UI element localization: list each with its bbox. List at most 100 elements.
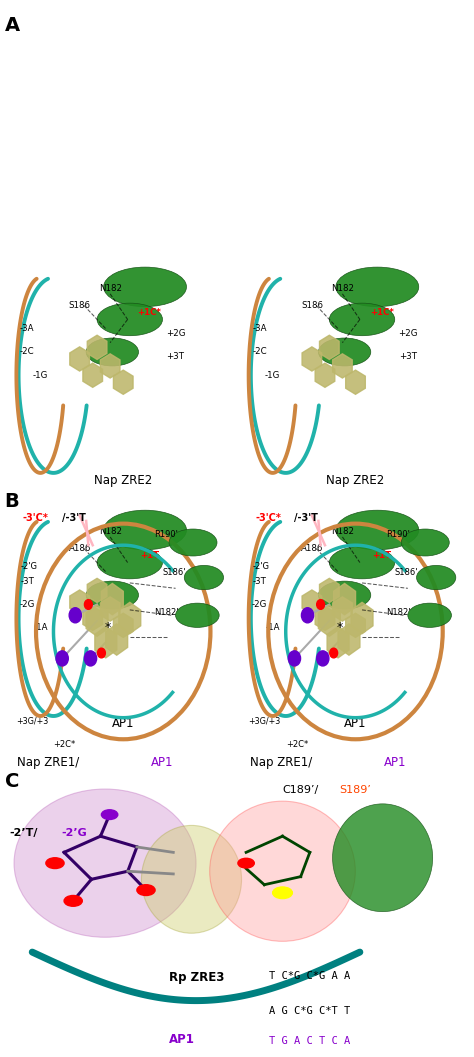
Text: Nap ZRE2: Nap ZRE2 (94, 474, 152, 487)
Text: -2C: -2C (252, 348, 267, 356)
Text: -3'C*: -3'C* (255, 513, 281, 523)
Text: N182: N182 (331, 526, 354, 536)
Ellipse shape (408, 604, 451, 628)
Text: -2’G: -2’G (62, 829, 88, 838)
Text: A186: A186 (68, 544, 91, 553)
Circle shape (288, 651, 301, 666)
Circle shape (301, 608, 314, 623)
Text: S189’: S189’ (339, 785, 371, 795)
Ellipse shape (104, 511, 186, 550)
Text: -2'G: -2'G (253, 562, 270, 572)
Circle shape (84, 651, 97, 666)
Circle shape (101, 810, 118, 819)
Ellipse shape (175, 604, 219, 628)
Circle shape (98, 648, 105, 657)
Text: +3T: +3T (166, 352, 184, 361)
Text: Rp ZRE3: Rp ZRE3 (169, 971, 224, 984)
Text: AP1: AP1 (383, 756, 406, 768)
Text: Nap ZRE1/: Nap ZRE1/ (250, 756, 312, 768)
Ellipse shape (169, 528, 217, 556)
Ellipse shape (210, 801, 356, 942)
Text: -3A: -3A (252, 324, 267, 333)
Text: Nap ZRE1/: Nap ZRE1/ (18, 756, 80, 768)
Text: A G C*G C*T T: A G C*G C*T T (269, 1006, 350, 1016)
Text: N182': N182' (154, 608, 178, 617)
Text: +1T: +1T (372, 551, 391, 560)
Text: -1G: -1G (33, 371, 48, 379)
Ellipse shape (336, 267, 419, 307)
Circle shape (137, 885, 155, 895)
Circle shape (84, 599, 92, 609)
Ellipse shape (417, 565, 456, 590)
Text: S186': S186' (163, 568, 186, 577)
Circle shape (317, 651, 329, 666)
Text: S186: S186 (69, 301, 91, 310)
Text: +3G/+3: +3G/+3 (249, 716, 281, 725)
Ellipse shape (401, 528, 449, 556)
Text: B: B (5, 492, 19, 511)
Text: +3G/+3: +3G/+3 (17, 716, 49, 725)
Ellipse shape (329, 546, 395, 579)
Ellipse shape (336, 511, 419, 550)
Text: AP1: AP1 (169, 1034, 195, 1046)
Text: +2C*: +2C* (286, 740, 308, 749)
Ellipse shape (333, 803, 433, 911)
Text: N182': N182' (386, 608, 410, 617)
Circle shape (46, 858, 64, 869)
Text: -3A: -3A (20, 324, 35, 333)
Circle shape (330, 648, 337, 657)
Ellipse shape (329, 303, 395, 336)
Circle shape (238, 858, 254, 868)
Text: +2G: +2G (398, 329, 418, 338)
Text: -2G: -2G (252, 600, 267, 609)
Text: -2'G: -2'G (21, 562, 38, 572)
Text: A186: A186 (301, 544, 323, 553)
Text: T C*G C*G A A: T C*G C*G A A (269, 971, 350, 981)
Circle shape (64, 895, 82, 906)
Circle shape (317, 599, 325, 609)
Text: S186': S186' (395, 568, 418, 577)
Ellipse shape (184, 565, 224, 590)
Text: AP1: AP1 (112, 717, 135, 730)
Ellipse shape (319, 338, 371, 366)
Text: +1C*: +1C* (137, 308, 161, 317)
Circle shape (273, 887, 292, 898)
Ellipse shape (86, 581, 138, 609)
Text: C: C (5, 772, 19, 791)
Text: *: * (105, 622, 111, 634)
Ellipse shape (97, 546, 163, 579)
Ellipse shape (86, 338, 138, 366)
Text: AP1: AP1 (151, 756, 174, 768)
Text: -2C: -2C (20, 348, 35, 356)
Text: -2G: -2G (19, 600, 35, 609)
Text: C189’/: C189’/ (283, 785, 319, 795)
Text: -3T: -3T (20, 577, 34, 586)
Ellipse shape (141, 826, 242, 933)
Circle shape (69, 608, 82, 623)
Text: -3'C*: -3'C* (23, 513, 49, 523)
Ellipse shape (104, 267, 186, 307)
Ellipse shape (97, 303, 163, 336)
Text: +1C*: +1C* (370, 308, 393, 317)
Text: -2’T/: -2’T/ (9, 829, 38, 838)
Text: +2G: +2G (166, 329, 185, 338)
Text: S186: S186 (301, 301, 323, 310)
Text: N182: N182 (99, 526, 122, 536)
Text: -1A: -1A (265, 624, 280, 632)
Text: -3T: -3T (253, 577, 266, 586)
Text: /-3'T: /-3'T (294, 513, 319, 523)
Ellipse shape (14, 789, 196, 938)
Text: Nap ZRE2: Nap ZRE2 (327, 474, 384, 487)
Text: +3T: +3T (399, 352, 417, 361)
Ellipse shape (319, 581, 371, 609)
Text: N182: N182 (99, 283, 122, 293)
Text: *: * (337, 622, 343, 634)
Text: AP1: AP1 (344, 717, 367, 730)
Text: -1A: -1A (33, 624, 47, 632)
Text: R190': R190' (386, 531, 410, 539)
Text: /-3'T: /-3'T (62, 513, 86, 523)
Text: A: A (5, 16, 20, 35)
Text: -1G: -1G (265, 371, 280, 379)
Text: T G A C T C A: T G A C T C A (269, 1037, 350, 1046)
Circle shape (56, 651, 68, 666)
